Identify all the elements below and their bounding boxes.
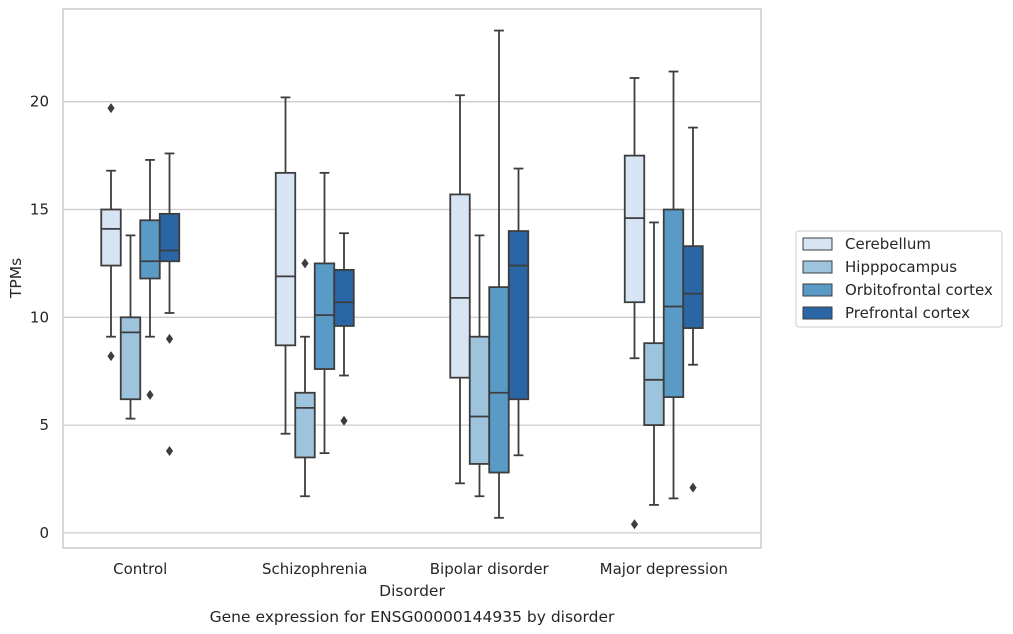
legend-frame (795, 230, 1003, 328)
x-axis-title: Disorder (379, 582, 445, 600)
x-tick-label: Control (113, 560, 167, 578)
box-group (643, 221, 665, 506)
y-tick-label: 10 (30, 308, 49, 326)
x-tick-label: Schizophrenia (262, 560, 367, 578)
outlier-point (630, 519, 639, 530)
legend-label: Hipppocampus (845, 258, 957, 276)
boxes (100, 29, 704, 530)
outlier-point (340, 415, 348, 426)
y-tick-label: 0 (39, 524, 49, 542)
box-group (468, 234, 491, 498)
iqr-box (662, 208, 685, 398)
legend-swatch (802, 283, 833, 297)
iqr-box (158, 212, 181, 263)
legend-items: Cerebellum Hipppocampus Orbitofrontal cort… (802, 235, 993, 322)
iqr-box (488, 286, 510, 474)
iqr-box (643, 342, 665, 427)
y-tick-label: 15 (30, 201, 49, 219)
box-group (294, 258, 316, 498)
y-tick-labels: 0 5 10 15 20 (30, 93, 49, 542)
x-tick-labels: Control Schizophrenia Bipolar disorder Majo… (113, 560, 728, 578)
iqr-box (294, 391, 316, 459)
box-group (623, 77, 646, 530)
x-tick-label: Major depression (600, 560, 728, 578)
legend-label: Cerebellum (845, 235, 931, 253)
x-tick-label: Bipolar disorder (430, 560, 550, 578)
y-tick-label: 20 (30, 93, 49, 111)
iqr-box (333, 268, 355, 327)
y-axis-title: TPMs (7, 258, 25, 299)
iqr-box (623, 154, 646, 304)
outlier-point (165, 445, 174, 456)
legend-swatch (802, 260, 833, 274)
iqr-box (507, 230, 530, 401)
box-group (100, 103, 122, 362)
iqr-box (682, 245, 704, 329)
box-group (139, 159, 161, 400)
outlier-point (146, 389, 154, 400)
outlier-point (107, 103, 115, 114)
box-group (662, 70, 685, 500)
iqr-box (119, 316, 142, 401)
outlier-point (165, 333, 174, 344)
y-tick-label: 5 (39, 416, 49, 434)
legend-swatch (802, 306, 833, 320)
box-group (333, 232, 355, 426)
iqr-box (100, 208, 122, 267)
box-group (313, 171, 336, 455)
outlier-point (301, 258, 309, 269)
iqr-box (274, 171, 297, 347)
legend-label: Prefrontal cortex (845, 304, 970, 322)
box-group (488, 29, 510, 519)
legend: Cerebellum Hipppocampus Orbitofrontal cort… (795, 230, 1003, 328)
outlier-point (107, 351, 115, 362)
iqr-box (468, 335, 491, 465)
iqr-box (449, 193, 471, 379)
box-group (119, 234, 142, 420)
gridlines (63, 101, 761, 534)
legend-swatch (802, 237, 833, 251)
box-group (158, 152, 181, 456)
iqr-box (313, 262, 336, 370)
legend-label: Orbitofrontal cortex (845, 281, 993, 299)
box-group (507, 167, 530, 457)
box-group (449, 94, 471, 485)
plot-area-frame (62, 8, 762, 549)
chart-caption: Gene expression for ENSG00000144935 by d… (210, 608, 615, 626)
iqr-box (139, 219, 161, 280)
box-group (682, 126, 704, 493)
outlier-point (689, 482, 697, 493)
box-group (274, 96, 297, 435)
